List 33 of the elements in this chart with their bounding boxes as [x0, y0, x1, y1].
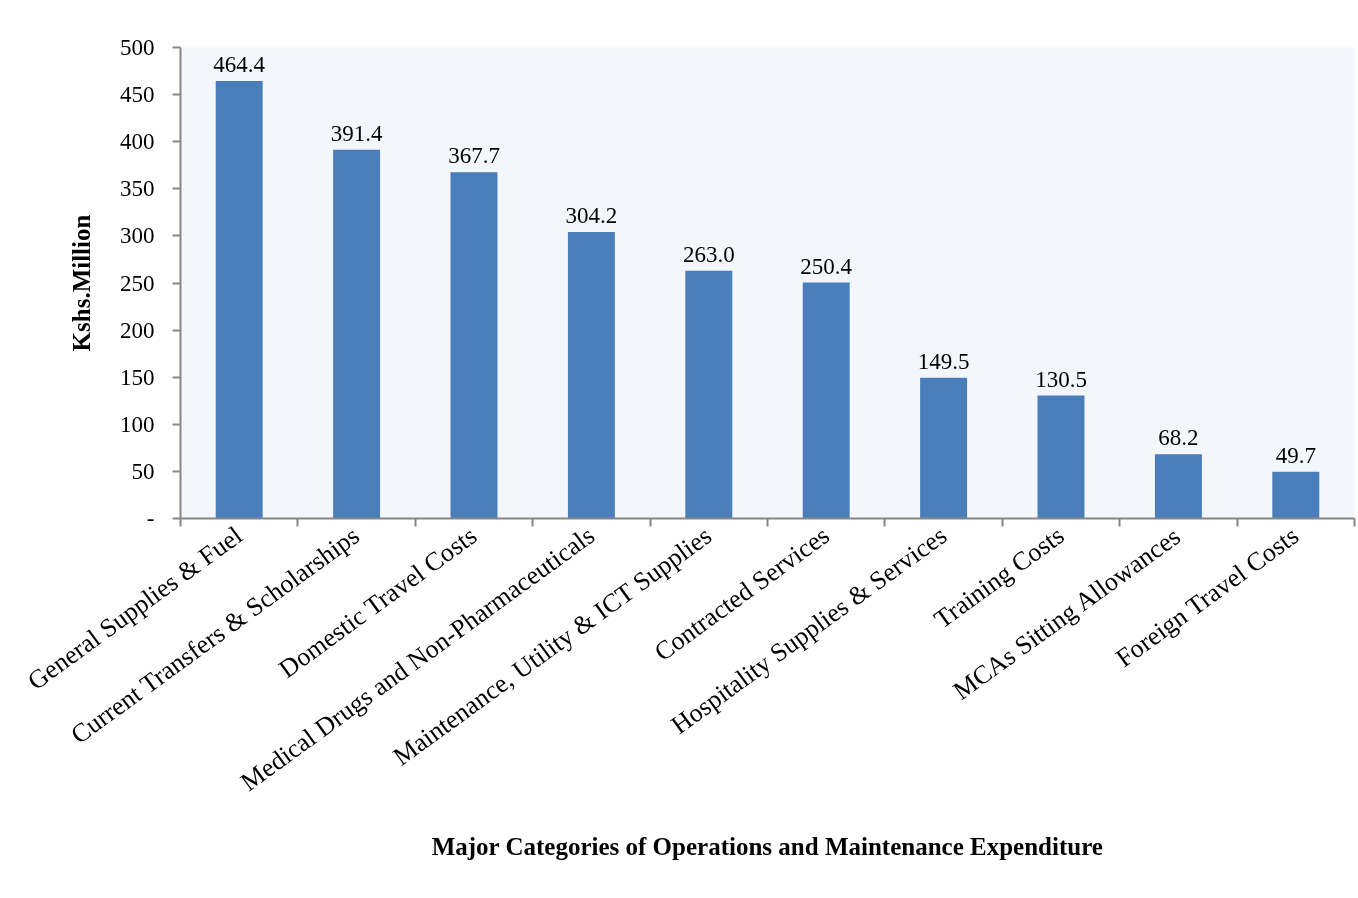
y-tick-label: 200	[120, 317, 155, 343]
bar	[450, 172, 498, 519]
y-tick-label: 300	[120, 223, 155, 249]
data-label: 391.4	[330, 120, 383, 146]
y-tick-label: 100	[120, 411, 155, 437]
bar	[920, 377, 968, 519]
y-tick-label: 50	[131, 458, 155, 484]
y-tick-label: 150	[120, 364, 155, 390]
bar	[802, 282, 850, 519]
bar	[1154, 454, 1202, 519]
y-tick-label: 450	[120, 82, 155, 108]
y-axis-title: Kshs.Million	[68, 214, 95, 352]
data-label: 250.4	[800, 253, 853, 279]
data-label: 68.2	[1158, 425, 1199, 451]
y-tick-label: 350	[120, 176, 155, 202]
data-label: 304.2	[565, 202, 618, 228]
bar	[567, 231, 615, 519]
bar	[685, 270, 733, 519]
y-tick-label: 250	[120, 270, 155, 296]
bar	[215, 81, 263, 519]
bar	[333, 149, 381, 519]
x-axis-title: Major Categories of Operations and Maintenance Expenditure	[431, 833, 1103, 861]
data-label: 49.7	[1275, 442, 1316, 468]
data-label: 464.4	[213, 52, 266, 78]
data-label: 367.7	[448, 143, 500, 169]
bar	[1272, 471, 1320, 519]
bar	[1037, 395, 1085, 519]
data-label: 149.5	[917, 348, 970, 374]
y-tick-label: -	[146, 506, 155, 531]
data-label: 130.5	[1035, 366, 1087, 392]
y-tick-label: 400	[120, 129, 155, 155]
data-label: 263.0	[682, 241, 735, 267]
y-tick-label: 500	[120, 35, 155, 60]
